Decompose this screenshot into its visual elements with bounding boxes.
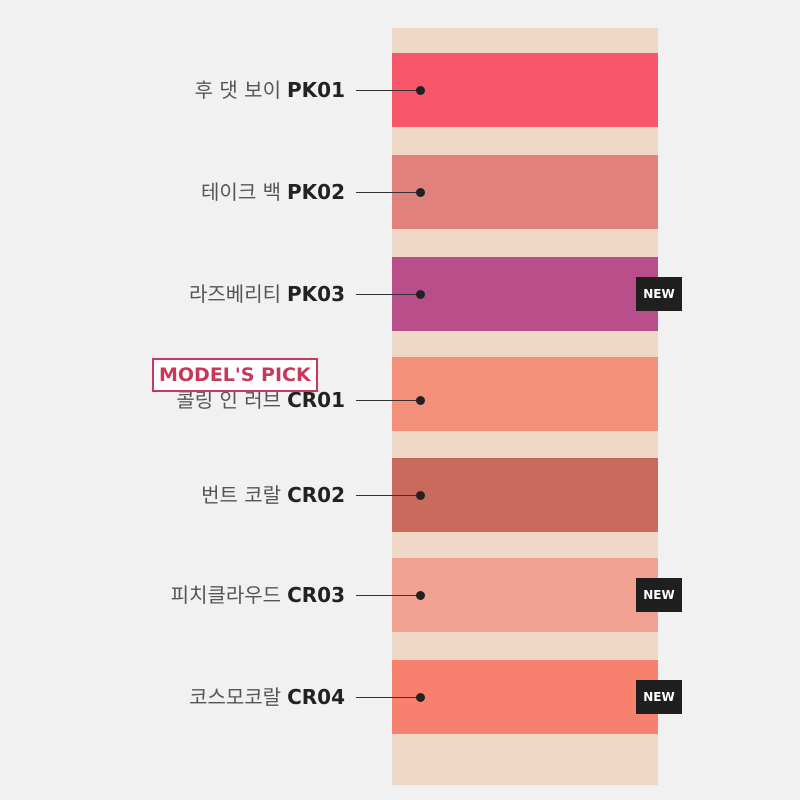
- new-badge: NEW: [636, 277, 682, 311]
- pointer-line: [356, 192, 420, 193]
- shade-name: 테이크 백: [201, 180, 281, 204]
- color-swatch-cr03: [392, 558, 658, 632]
- color-swatch-cr01: [392, 357, 658, 431]
- shade-name: 라즈베리티: [189, 282, 281, 306]
- pointer-line: [356, 90, 420, 91]
- shade-name: 번트 코랄: [201, 483, 282, 507]
- color-swatch-cr04: [392, 660, 658, 734]
- shade-code: PK01: [287, 78, 345, 102]
- new-badge: NEW: [636, 680, 682, 714]
- shade-code: PK03: [287, 282, 345, 306]
- pointer-dot-icon: [416, 290, 425, 299]
- pointer-line: [356, 294, 420, 295]
- color-swatch-pk02: [392, 155, 658, 229]
- shade-name: 피치클라우드: [170, 583, 282, 607]
- pointer-line: [356, 697, 420, 698]
- shade-code: CR04: [287, 685, 345, 709]
- pointer-dot-icon: [416, 491, 425, 500]
- shade-label: 테이크 백 PK02: [201, 177, 345, 207]
- shade-code: CR03: [287, 583, 345, 607]
- pointer-dot-icon: [416, 693, 425, 702]
- color-swatch-pk03: [392, 257, 658, 331]
- shade-label-row: 콜링 인 러브 CR01: [0, 385, 430, 415]
- pointer-dot-icon: [416, 188, 425, 197]
- shade-name: 콜링 인 러브: [176, 388, 282, 412]
- pointer-line: [356, 595, 420, 596]
- shade-label: 콜링 인 러브 CR01: [176, 385, 345, 415]
- shade-label-row: 테이크 백 PK02: [0, 177, 430, 207]
- shade-label-row: 코스모코랄 CR04: [0, 682, 430, 712]
- color-swatch-pk01: [392, 53, 658, 127]
- shade-code: CR01: [287, 388, 345, 412]
- pointer-dot-icon: [416, 86, 425, 95]
- shade-name: 후 댓 보이: [194, 78, 281, 102]
- models-pick-badge: MODEL'S PICK: [152, 358, 318, 392]
- shade-label-row: 라즈베리티 PK03: [0, 279, 430, 309]
- shade-label-row: 번트 코랄 CR02: [0, 480, 430, 510]
- shade-label-row: 피치클라우드 CR03: [0, 580, 430, 610]
- pointer-dot-icon: [416, 591, 425, 600]
- shade-label-row: 후 댓 보이 PK01: [0, 75, 430, 105]
- shade-code: PK02: [287, 180, 345, 204]
- pointer-dot-icon: [416, 396, 425, 405]
- new-badge: NEW: [636, 578, 682, 612]
- shade-name: 코스모코랄: [189, 685, 282, 709]
- shade-label: 코스모코랄 CR04: [189, 682, 345, 712]
- pointer-line: [356, 495, 420, 496]
- shade-label: 피치클라우드 CR03: [171, 580, 345, 610]
- color-swatch-cr02: [392, 458, 658, 532]
- shade-code: CR02: [287, 483, 345, 507]
- shade-label: 후 댓 보이 PK01: [195, 75, 345, 105]
- shade-label: 라즈베리티 PK03: [189, 279, 345, 309]
- shade-label: 번트 코랄 CR02: [201, 480, 345, 510]
- pointer-line: [356, 400, 420, 401]
